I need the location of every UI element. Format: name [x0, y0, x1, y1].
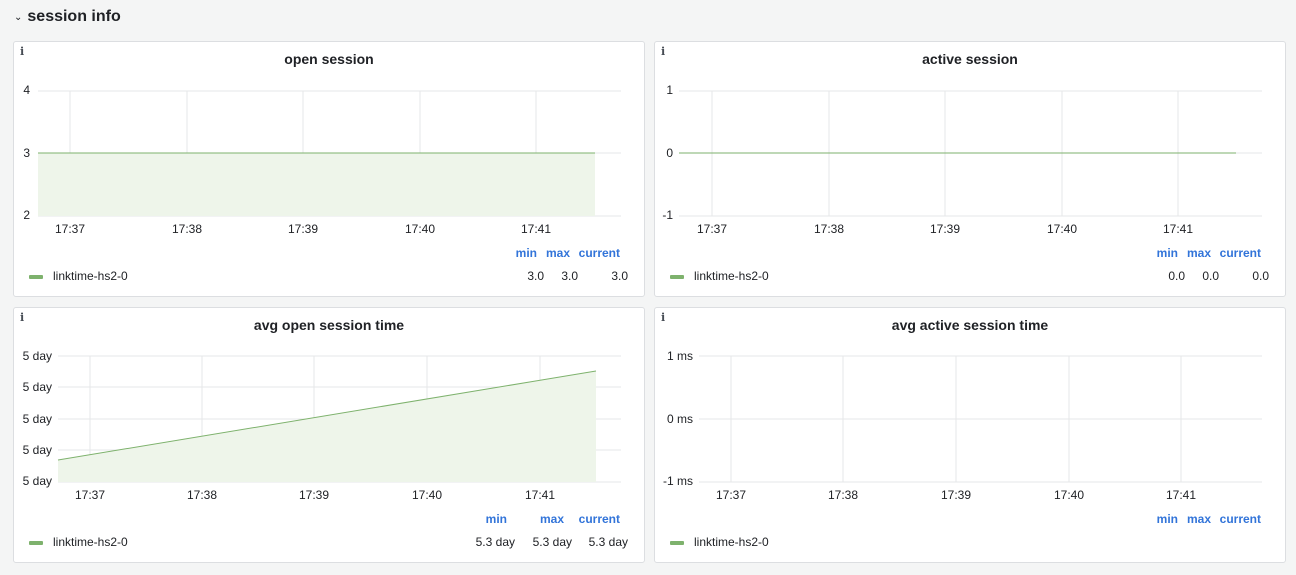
legend-series-name[interactable]: linktime-hs2-0	[694, 535, 769, 549]
legend-max: 3.0	[561, 269, 578, 283]
graph-area	[699, 355, 1262, 483]
x-tick: 17:39	[940, 488, 972, 502]
x-tick: 17:40	[411, 488, 443, 502]
legend-min: 3.0	[527, 269, 544, 283]
y-tick: 5 day	[22, 443, 52, 457]
graph-area	[38, 90, 621, 217]
y-tick: -1	[662, 208, 673, 222]
panel-title: avg active session time	[891, 317, 1049, 333]
panel-avg-active-session-time: i avg active session time 1 ms 0 ms -1 m…	[654, 307, 1286, 563]
legend-header-max[interactable]: max	[1186, 246, 1211, 260]
x-tick: 17:38	[813, 222, 845, 236]
legend-swatch[interactable]	[670, 275, 684, 279]
y-tick: 4	[23, 83, 30, 97]
legend-swatch[interactable]	[670, 541, 684, 545]
legend-series-name[interactable]: linktime-hs2-0	[694, 269, 769, 283]
legend-header-max[interactable]: max	[1186, 512, 1211, 526]
legend-current: 5.3 day	[588, 535, 628, 549]
legend-header-current[interactable]: current	[578, 512, 620, 526]
y-tick: 5 day	[22, 474, 52, 488]
legend-current: 3.0	[611, 269, 628, 283]
x-tick: 17:40	[1046, 222, 1078, 236]
x-tick: 17:39	[929, 222, 961, 236]
x-tick: 17:37	[715, 488, 747, 502]
chevron-down-icon: ⌄	[14, 11, 23, 23]
y-tick: 5 day	[22, 412, 52, 426]
legend-header-max[interactable]: max	[539, 512, 564, 526]
series-fill	[38, 153, 595, 216]
legend-current: 0.0	[1252, 269, 1269, 283]
info-icon[interactable]: i	[661, 45, 666, 58]
panel-title: avg open session time	[253, 317, 405, 333]
y-tick: 1 ms	[666, 349, 693, 363]
panel-title: active session	[922, 51, 1018, 67]
x-tick: 17:39	[287, 222, 319, 236]
y-tick: 0 ms	[666, 412, 693, 426]
row-title: session info	[27, 8, 121, 25]
y-tick: 3	[23, 146, 30, 160]
y-tick: 1	[666, 83, 673, 97]
x-tick: 17:38	[171, 222, 203, 236]
legend-header-min[interactable]: min	[485, 512, 507, 526]
y-tick: -1 ms	[663, 474, 693, 488]
panel-active-session: i active session 1 0 -1 17:37 17:38 17:3…	[654, 41, 1286, 297]
x-tick: 17:40	[404, 222, 436, 236]
y-tick: 5 day	[22, 349, 52, 363]
legend-header-max[interactable]: max	[545, 246, 570, 260]
x-tick: 17:40	[1053, 488, 1085, 502]
x-tick: 17:37	[696, 222, 728, 236]
x-tick: 17:41	[520, 222, 552, 236]
legend-header-min[interactable]: min	[515, 246, 537, 260]
info-icon[interactable]: i	[661, 311, 666, 324]
x-tick: 17:38	[186, 488, 218, 502]
legend-max: 5.3 day	[532, 535, 572, 549]
info-icon[interactable]: i	[20, 45, 25, 58]
panel-title: open session	[284, 51, 374, 67]
row-header-session-info[interactable]: ⌄ session info	[14, 6, 121, 28]
legend-min: 0.0	[1168, 269, 1185, 283]
x-tick: 17:41	[1162, 222, 1194, 236]
info-icon[interactable]: i	[20, 311, 25, 324]
legend-series-name[interactable]: linktime-hs2-0	[53, 269, 128, 283]
y-tick: 2	[23, 208, 30, 222]
x-tick: 17:37	[74, 488, 106, 502]
y-tick: 5 day	[22, 380, 52, 394]
graph-area	[679, 90, 1262, 217]
legend-header-current[interactable]: current	[1219, 512, 1261, 526]
legend-series-name[interactable]: linktime-hs2-0	[53, 535, 128, 549]
legend-swatch[interactable]	[29, 541, 43, 545]
legend-min: 5.3 day	[475, 535, 515, 549]
panel-avg-open-session-time: i avg open session time 5 day 5 day 5 da…	[13, 307, 645, 563]
panel-open-session: i open session 4 3 2 17:37 17:38 17:39 1…	[13, 41, 645, 297]
legend-max: 0.0	[1202, 269, 1219, 283]
x-tick: 17:39	[298, 488, 330, 502]
x-tick: 17:38	[827, 488, 859, 502]
x-tick: 17:41	[1165, 488, 1197, 502]
series-line	[57, 370, 597, 461]
legend-swatch[interactable]	[29, 275, 43, 279]
y-tick: 0	[666, 146, 673, 160]
legend-header-current[interactable]: current	[578, 246, 620, 260]
x-tick: 17:41	[524, 488, 556, 502]
series-fill	[58, 371, 596, 482]
legend-header-min[interactable]: min	[1156, 512, 1178, 526]
legend-header-current[interactable]: current	[1219, 246, 1261, 260]
legend-header-min[interactable]: min	[1156, 246, 1178, 260]
x-tick: 17:37	[54, 222, 86, 236]
graph-area	[57, 355, 621, 483]
